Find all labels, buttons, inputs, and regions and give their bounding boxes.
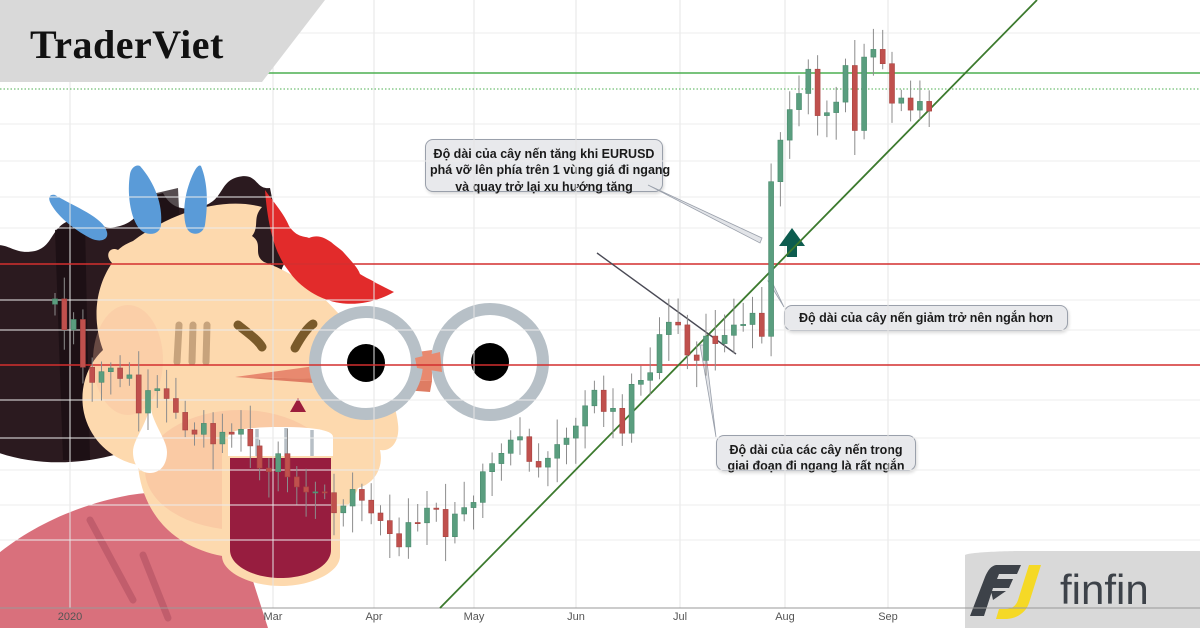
svg-text:TraderViet: TraderViet	[30, 22, 224, 67]
